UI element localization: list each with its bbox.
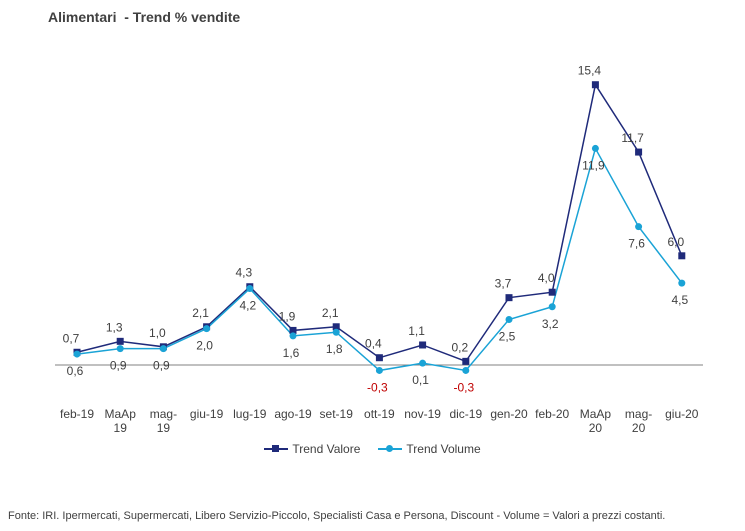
line-chart: 0,7 1,3 1,0 2,1 4,3 1,9 2,1 0,4 1,1 0,2 3,7 4,0 15,4… [55,64,703,435]
data-label-volume: 4,5 [671,293,688,307]
point-valore [332,323,340,331]
legend-item-volume: Trend Volume [378,442,481,456]
point-valore [635,148,643,156]
data-label-volume: 1,6 [283,346,300,360]
point-volume [203,325,211,333]
point-volume [159,345,167,353]
data-label-volume: -0,3 [453,380,474,394]
point-valore [591,81,599,89]
data-label-valore: 11,7 [621,131,644,145]
x-tick-labels: feb-19 MaAp 19 mag-19 giu-19 lug-19 ago-19 set-… [60,407,699,435]
point-volume [548,303,556,311]
data-label-valore: 4,3 [235,266,252,280]
x-tick-label: mag-20 [625,407,652,435]
point-volume [246,285,254,293]
x-tick-label: mag-19 [150,407,177,435]
point-valore [505,294,513,302]
point-volume [375,366,383,374]
point-valore [375,354,383,362]
data-label-volume: 0,9 [110,359,127,373]
data-label-volume: 11,9 [582,158,605,172]
point-volume [289,332,297,340]
x-tick-label: gen-20 [490,407,528,421]
data-label-valore: 1,1 [408,324,425,338]
point-valore [289,326,297,334]
data-label-valore: 0,2 [451,340,468,354]
data-label-valore: 3,7 [495,277,512,291]
data-label-volume: 2,5 [499,330,516,344]
data-label-valore: 4,0 [538,271,555,285]
data-label-valore: 1,0 [149,326,166,340]
point-volume [73,350,81,358]
point-volume [635,223,643,231]
point-volume [505,316,513,323]
data-label-volume: 4,2 [239,299,256,313]
x-tick-label: ago-19 [274,407,312,421]
x-tick-label: lug-19 [233,407,267,421]
data-label-volume: 2,0 [196,339,213,353]
legend-label-volume: Trend Volume [406,442,481,456]
point-volume [419,359,427,367]
x-tick-label: set-19 [320,407,354,421]
x-tick-label: feb-20 [535,407,569,421]
point-volume [332,328,340,336]
data-label-valore: 6,0 [667,235,684,249]
data-label-volume: 1,8 [326,342,343,356]
series-layer [73,81,686,374]
legend: Trend Valore Trend Volume [0,442,745,456]
legend-item-valore: Trend Valore [264,442,360,456]
data-labels: 0,7 1,3 1,0 2,1 4,3 1,9 2,1 0,4 1,1 0,2 3,7 4,0 15,4… [63,64,689,395]
data-label-valore: 1,9 [279,309,296,323]
point-valore [116,337,124,345]
legend-swatch-valore [264,443,289,455]
x-tick-label: giu-19 [190,407,224,421]
point-volume [116,345,124,353]
x-tick-label: MaAp 19 [105,407,137,435]
point-volume [678,279,686,287]
x-tick-label: nov-19 [404,407,441,421]
data-label-valore: 0,4 [365,337,382,351]
x-tick-label: feb-19 [60,407,94,421]
data-label-volume: 0,6 [67,364,84,378]
data-label-valore: 1,3 [106,320,123,334]
data-label-valore: 2,1 [322,306,339,320]
data-label-valore: 2,1 [192,306,209,320]
point-valore [462,357,470,365]
data-label-valore: 0,7 [63,331,80,345]
point-valore [419,341,427,349]
x-tick-label: ott-19 [364,407,395,421]
legend-label-valore: Trend Valore [292,442,361,456]
point-volume [462,366,470,374]
x-tick-label: dic-19 [449,407,482,421]
data-label-volume: -0,3 [367,380,388,394]
point-valore [678,252,686,260]
data-label-valore: 15,4 [578,64,602,78]
x-tick-label: MaAp 20 [580,407,612,435]
series-line-valore [76,82,683,363]
data-label-volume: 0,1 [412,373,429,387]
point-valore [548,288,556,296]
data-label-volume: 7,6 [628,237,645,251]
data-label-volume: 3,2 [542,317,559,331]
chart-title: Alimentari - Trend % vendite [48,9,241,25]
point-volume [591,144,599,152]
x-tick-label: giu-20 [665,407,699,421]
source-footnote: Fonte: IRI. Ipermercati, Supermercati, L… [8,510,666,522]
legend-swatch-volume [378,443,403,455]
data-label-volume: 0,9 [153,359,170,373]
